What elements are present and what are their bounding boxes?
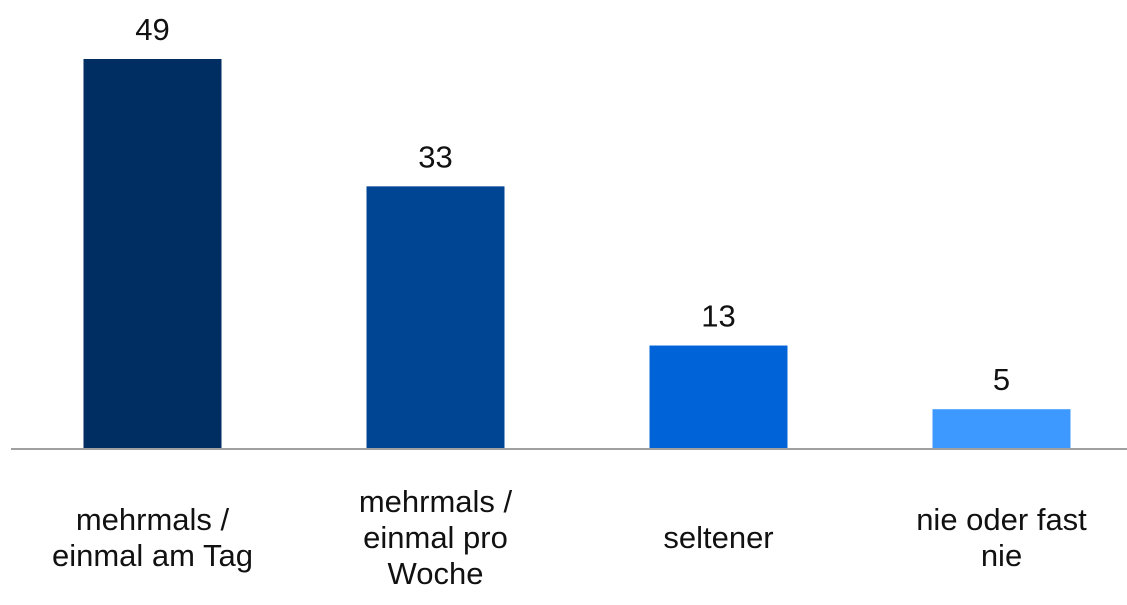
category-label-line: mehrmals /: [76, 502, 230, 537]
bar-3: [649, 345, 788, 449]
category-label-line: seltener: [663, 520, 773, 555]
bars-layer: [83, 59, 1071, 450]
category-label-line: einmal pro: [363, 520, 508, 555]
category-label-2: mehrmals / einmal pro Woche: [359, 484, 513, 591]
category-label-line: nie oder fast: [916, 502, 1087, 537]
category-label-line: nie: [981, 538, 1022, 573]
value-labels-layer: 49 33 13 5: [135, 12, 1010, 397]
bar-2: [366, 186, 505, 450]
category-label-line: mehrmals /: [359, 484, 513, 519]
value-label-2: 33: [418, 139, 452, 174]
category-label-4: nie oder fast nie: [916, 502, 1087, 573]
category-label-line: Woche: [388, 556, 484, 591]
value-label-4: 5: [993, 362, 1010, 397]
value-label-3: 13: [701, 299, 735, 334]
category-label-3: seltener: [663, 520, 773, 555]
bar-1: [83, 59, 222, 449]
value-label-1: 49: [135, 12, 169, 47]
bar-4: [932, 409, 1071, 449]
category-label-1: mehrmals / einmal am Tag: [52, 502, 253, 573]
category-label-line: einmal am Tag: [52, 538, 253, 573]
